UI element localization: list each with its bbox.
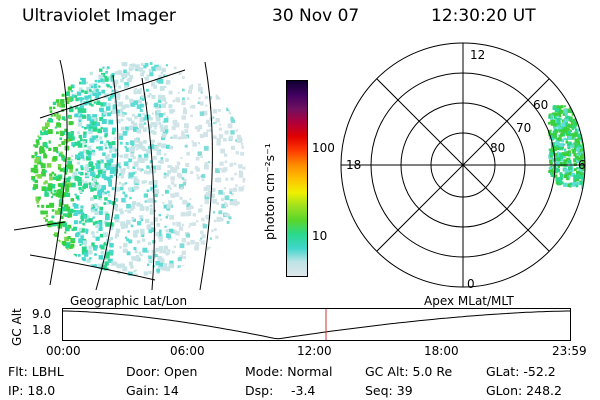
ip-info: IP: 18.0 [8,383,56,398]
colorbar [286,80,308,277]
colorbar-label: photon cm⁻²s⁻¹ [262,143,277,240]
timeline-ytick-bottom: 1.8 [32,323,52,337]
colorbar-tick-100: 100 [312,141,335,155]
lat-lon-grid [14,59,213,290]
altitude-curve [62,310,571,340]
mlt-label-18: 18 [346,158,361,172]
timeline-frame [62,308,571,341]
lat-label-70: 70 [516,121,531,135]
polar-plot: 12 18 6 0 60 70 80 [340,42,586,291]
door-info: Door: Open [126,364,198,379]
seq-info: Seq: 39 [365,383,413,398]
instrument-title: Ultraviolet Imager [22,6,176,26]
mlt-label-6: 6 [578,158,586,172]
observation-time: 12:30:20 UT [431,6,536,26]
timeline-xtick-1800: 18:00 [424,344,459,358]
dsp-value: -3.4 [291,383,316,398]
lat-label-60: 60 [533,98,548,112]
aurora-emission [30,61,246,276]
mlt-label-0: 0 [467,277,475,291]
colorbar-gradient [287,81,307,276]
timeline-xtick-0000: 00:00 [46,344,81,358]
timeline-xtick-1200: 12:00 [297,344,332,358]
altitude-timeline [62,308,571,341]
timeline-ylabel: GC Alt [10,308,24,346]
polar-caption: Apex MLat/MLT [424,294,514,308]
timeline-xtick-0600: 06:00 [170,344,205,358]
gain-info: Gain: 14 [126,383,179,398]
filter-info: Flt: LBHL [8,364,64,379]
dsp-info: Dsp: [245,383,274,398]
geographic-image [14,59,246,290]
geographic-caption: Geographic Lat/Lon [70,294,188,308]
timeline-xtick-2359: 23:59 [552,344,587,358]
observation-date: 30 Nov 07 [272,6,360,26]
lat-label-80: 80 [490,141,505,155]
mode-info: Mode: Normal [245,364,333,379]
glat-info: GLat: -52.2 [486,364,556,379]
glon-info: GLon: 248.2 [486,383,562,398]
polar-diag-2 [376,78,550,252]
mlt-label-12: 12 [470,48,485,62]
colorbar-tick-10: 10 [312,229,328,243]
gc-alt-info: GC Alt: 5.0 Re [365,364,453,379]
timeline-ytick-top: 9.0 [32,307,52,321]
